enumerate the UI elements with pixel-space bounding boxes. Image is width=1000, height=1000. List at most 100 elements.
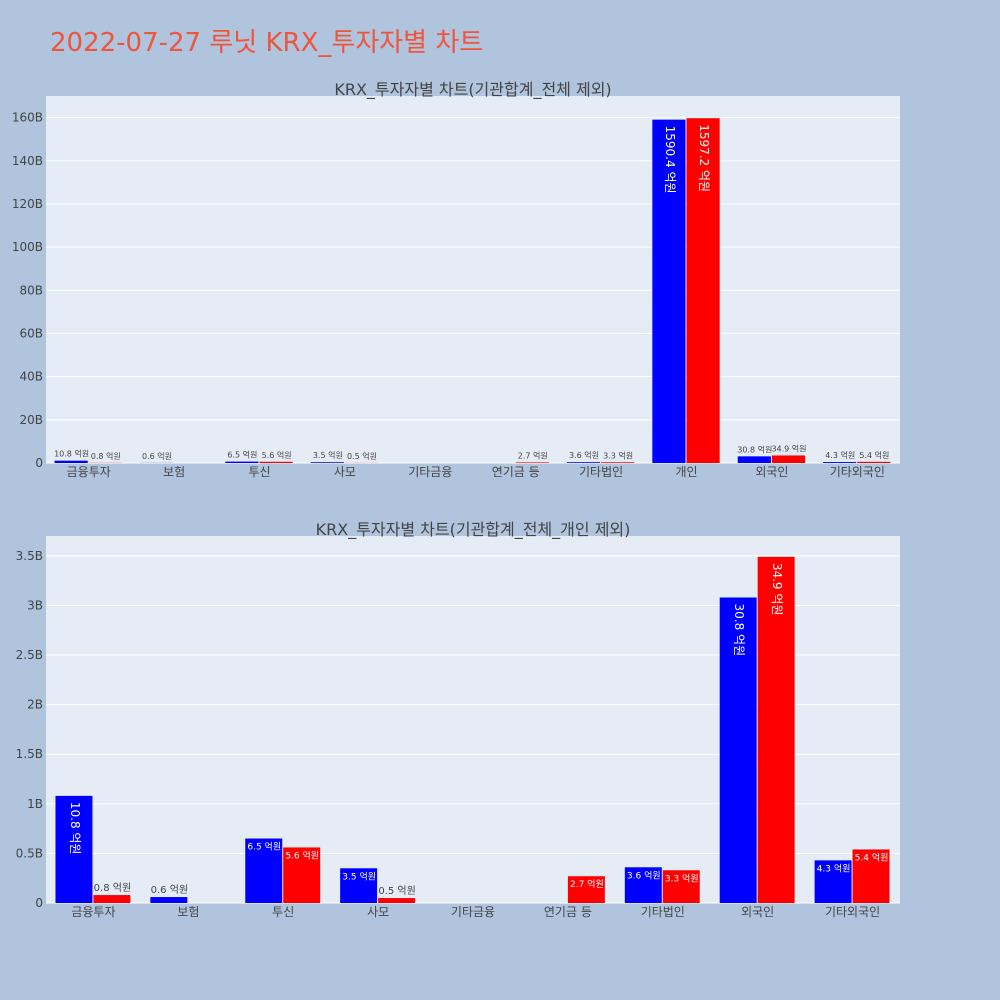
y-tick-label: 60B: [19, 326, 43, 340]
chart-title: KRX_투자자별 차트(기관합계_전체 제외): [334, 80, 611, 100]
y-tick-label: 100B: [12, 240, 43, 254]
data-label: 5.4 억원: [855, 851, 889, 863]
page-title: 2022-07-27 루닛 KRX_투자자별 차트: [50, 28, 484, 58]
data-label: 3.6 억원: [569, 450, 599, 460]
y-tick-label: 2B: [27, 698, 43, 712]
bar: [54, 460, 88, 463]
x-tick-label: 기타법인: [641, 905, 685, 919]
bar: [857, 461, 891, 463]
bar: [823, 462, 857, 463]
y-tick-label: 2.5B: [16, 648, 43, 662]
x-tick-label: 기타외국인: [830, 465, 885, 479]
bar: [567, 876, 605, 903]
y-tick-label: 80B: [19, 283, 43, 297]
y-tick-label: 1B: [27, 797, 43, 811]
data-label: 1590.4 억원: [663, 126, 677, 194]
bar: [771, 455, 806, 463]
y-tick-label: 160B: [12, 111, 43, 125]
data-label: 0.5 억원: [378, 885, 415, 897]
chart-1: 0 20B 40B 60B 80B 100B 120B 140B 160B KRX_투자자별 차트…: [12, 80, 900, 479]
y-tick-label: 0.5B: [16, 846, 43, 860]
y-tick-label: 0: [35, 456, 43, 470]
y-tick-label: 3B: [27, 598, 43, 612]
bar: [737, 456, 771, 463]
chart-title: KRX_투자자별 차트(기관합계_전체_개인 제외): [316, 520, 631, 540]
x-tick-label: 외국인: [755, 465, 788, 479]
bar: [601, 462, 635, 463]
data-label: 3.3 억원: [603, 450, 633, 460]
x-tick-label: 보험: [177, 905, 199, 919]
data-label: 2.7 억원: [518, 450, 548, 460]
y-tick-label: 20B: [19, 413, 43, 427]
data-label: 30.8 억원: [732, 603, 746, 656]
data-label: 6.5 억원: [247, 841, 281, 853]
x-tick-label: 기타법인: [579, 465, 623, 479]
y-tick-label: 1.5B: [16, 747, 43, 761]
bar: [259, 461, 293, 463]
x-tick-label: 투신: [248, 465, 270, 479]
bar: [340, 868, 378, 903]
bar: [515, 462, 549, 463]
x-tick-label: 기타금융: [451, 905, 495, 919]
data-label: 34.9 억원: [770, 563, 784, 616]
y-tick-label: 0: [35, 896, 43, 910]
data-label: 4.3 억원: [817, 862, 851, 874]
data-label: 0.6 억원: [151, 884, 188, 896]
data-label: 3.3 억원: [665, 872, 699, 884]
x-tick-label: 사모: [334, 465, 356, 479]
x-tick-label: 사모: [367, 905, 389, 919]
x-tick-label: 금융투자: [71, 905, 115, 919]
bar: [245, 838, 283, 903]
bar: [283, 847, 321, 903]
data-label: 34.9 억원: [771, 443, 806, 453]
x-tick-label: 보험: [163, 465, 185, 479]
data-label: 4.3 억원: [825, 450, 855, 460]
data-label: 5.4 억원: [859, 450, 889, 460]
bar: [93, 895, 131, 903]
y-tick-label: 140B: [12, 154, 43, 168]
bar: [852, 849, 890, 903]
bar: [566, 462, 601, 463]
data-label: 0.8 억원: [94, 882, 131, 894]
data-label: 3.6 억원: [627, 869, 661, 881]
bar: [55, 795, 93, 903]
data-label: 6.5 억원: [227, 450, 257, 460]
y-tick-label: 3.5B: [16, 549, 43, 563]
bar: [719, 597, 757, 903]
bar: [652, 119, 686, 463]
x-tick-label: 투신: [272, 905, 294, 919]
x-tick-label: 연기금 등: [492, 465, 540, 479]
data-label: 1597.2 억원: [697, 124, 711, 192]
data-label: 3.5 억원: [342, 870, 376, 882]
bar: [310, 462, 344, 463]
data-label: 0.5 억원: [347, 451, 377, 461]
x-tick-label: 기타외국인: [825, 905, 880, 919]
y-tick-label: 40B: [19, 370, 43, 384]
data-label: 5.6 억원: [285, 849, 319, 861]
bar: [662, 870, 700, 903]
data-label: 2.7 억원: [570, 878, 604, 890]
y-tick-label: 120B: [12, 197, 43, 211]
data-label: 0.6 억원: [142, 451, 172, 461]
bar: [624, 867, 662, 903]
x-tick-label: 금융투자: [67, 465, 111, 479]
chart-2: 0 0.5B 1B 1.5B 2B 2.5B 3B 3.5B KRX_투자자별 차트(기관합계_…: [16, 520, 900, 919]
x-tick-label: 기타금융: [408, 465, 452, 479]
data-label: 10.8 억원: [68, 802, 82, 855]
bar: [150, 897, 188, 903]
bar: [225, 461, 259, 463]
x-tick-label: 개인: [675, 465, 697, 479]
bar: [757, 556, 795, 903]
data-label: 5.6 억원: [262, 450, 292, 460]
bar: [378, 898, 416, 903]
data-label: 0.8 억원: [91, 451, 121, 461]
plot-area: [46, 96, 900, 463]
data-label: 10.8 억원: [54, 449, 89, 459]
bar: [686, 118, 720, 464]
x-tick-label: 연기금 등: [544, 905, 592, 919]
x-tick-label: 외국인: [741, 905, 774, 919]
bar: [814, 860, 852, 903]
data-label: 3.5 억원: [313, 450, 343, 460]
data-label: 30.8 억원: [737, 444, 772, 454]
